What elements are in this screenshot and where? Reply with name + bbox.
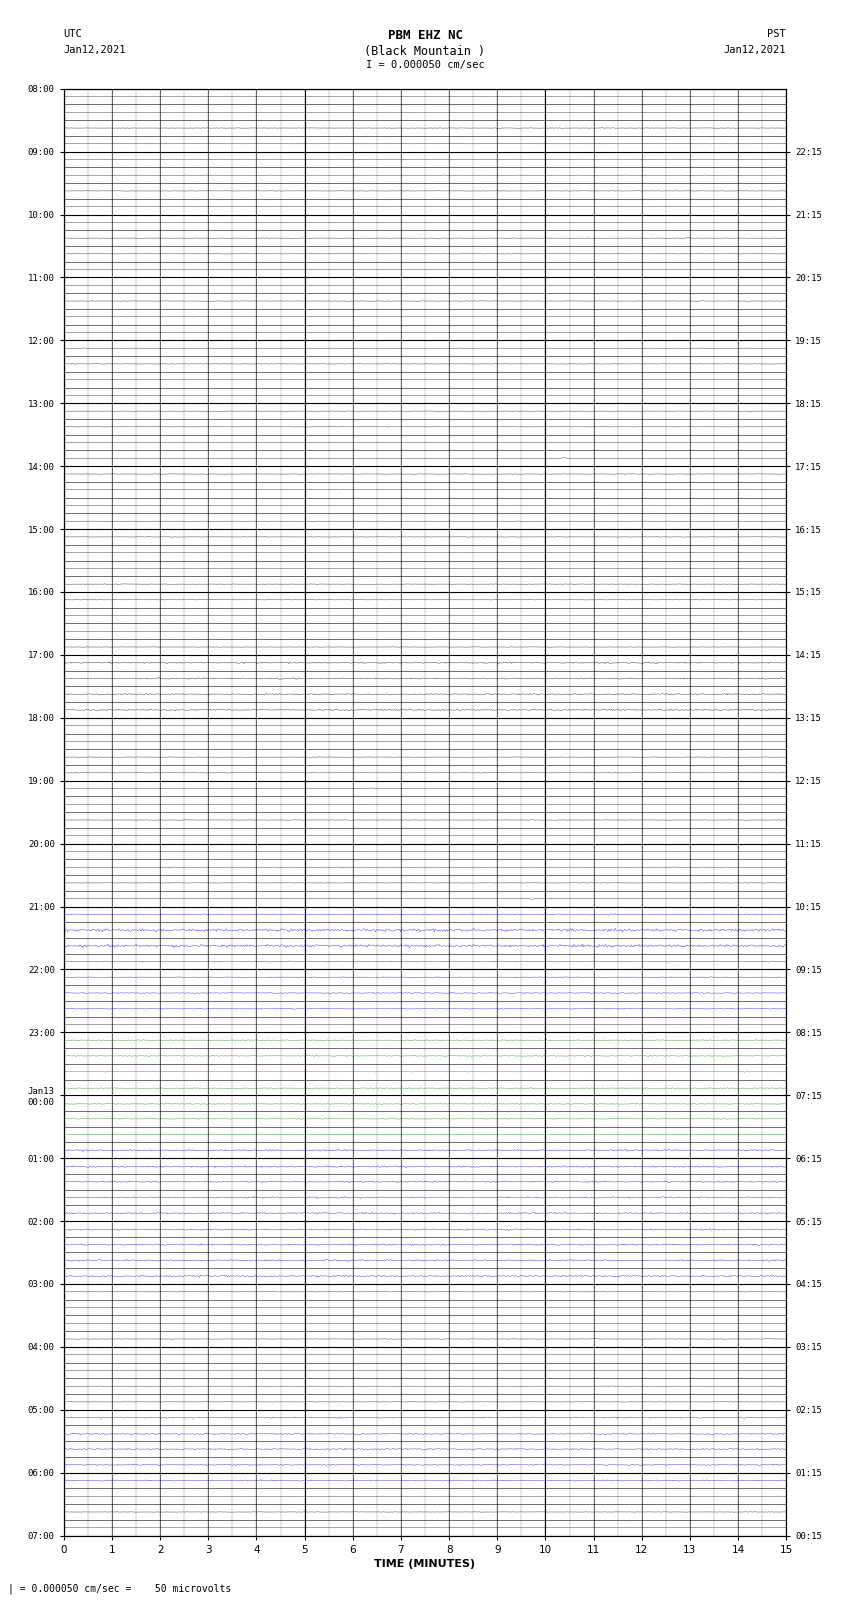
Text: PST: PST: [768, 29, 786, 39]
Text: | = 0.000050 cm/sec =    50 microvolts: | = 0.000050 cm/sec = 50 microvolts: [8, 1582, 232, 1594]
Text: I = 0.000050 cm/sec: I = 0.000050 cm/sec: [366, 60, 484, 69]
X-axis label: TIME (MINUTES): TIME (MINUTES): [375, 1558, 475, 1569]
Text: (Black Mountain ): (Black Mountain ): [365, 45, 485, 58]
Text: UTC: UTC: [64, 29, 82, 39]
Text: Jan12,2021: Jan12,2021: [723, 45, 786, 55]
Text: PBM EHZ NC: PBM EHZ NC: [388, 29, 462, 42]
Text: Jan12,2021: Jan12,2021: [64, 45, 127, 55]
